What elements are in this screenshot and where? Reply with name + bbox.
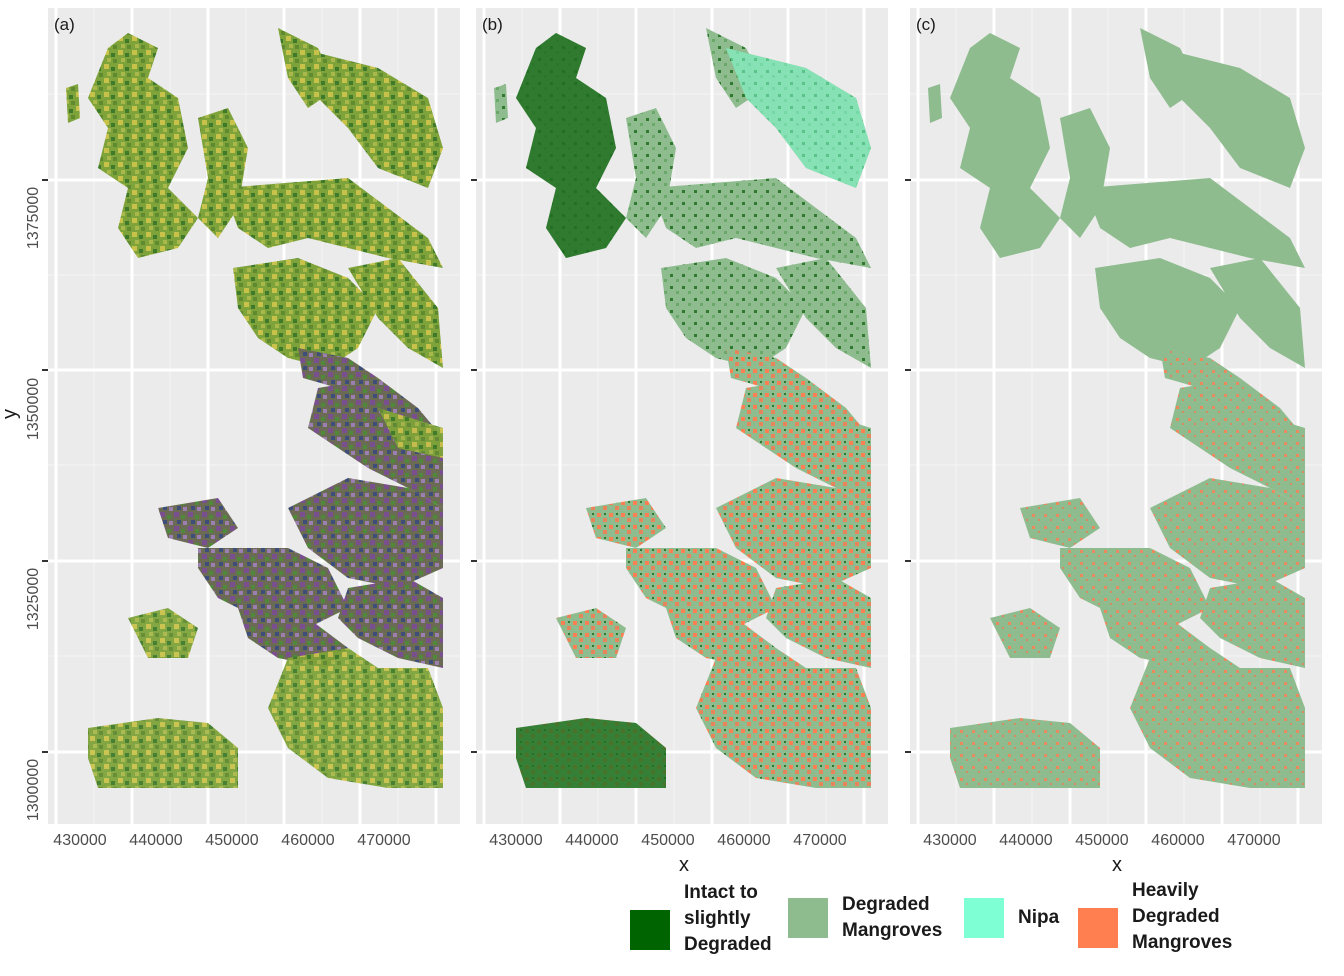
legend-item-degraded: Degraded Mangroves <box>788 892 942 944</box>
legend-item-heavily-degraded: Heavily Degraded Mangroves <box>1078 878 1232 956</box>
legend-swatch <box>788 898 828 938</box>
panel-label: (b) <box>482 15 503 34</box>
x-tick-label: 440000 <box>565 832 618 849</box>
legend-label: Degraded Mangroves <box>842 894 943 941</box>
x-axis-title: x <box>679 854 689 876</box>
x-tick-label: 460000 <box>281 832 334 849</box>
x-tick-label: 470000 <box>357 832 410 849</box>
legend-item-intact: Intact to slightly Degraded <box>630 880 772 958</box>
x-tick-label: 440000 <box>999 832 1052 849</box>
x-tick-label: 450000 <box>1075 832 1128 849</box>
panel-c-y-ticks <box>905 179 911 753</box>
x-tick-label: 430000 <box>53 832 106 849</box>
legend-item-nipa: Nipa <box>964 898 1059 938</box>
x-tick-label: 470000 <box>793 832 846 849</box>
y-tick-label: 1350000 <box>25 378 42 440</box>
x-tick-label: 470000 <box>1227 832 1280 849</box>
y-tick-label: 1300000 <box>25 759 42 821</box>
x-tick-label: 430000 <box>489 832 542 849</box>
y-axis: 1300000 1325000 1350000 1375000 y <box>0 179 48 821</box>
legend-label: Heavily Degraded Mangroves <box>1132 880 1233 953</box>
legend-swatch <box>630 910 670 950</box>
map-panel-a: (a) <box>48 8 460 824</box>
map-figure: (a) (b) <box>0 8 1322 876</box>
y-tick-label: 1375000 <box>25 187 42 249</box>
x-axis-b: 430000 440000 450000 460000 470000 x <box>489 832 846 876</box>
x-tick-label: 460000 <box>1151 832 1204 849</box>
x-tick-label: 460000 <box>717 832 770 849</box>
panel-label: (c) <box>916 15 936 34</box>
x-tick-label: 440000 <box>129 832 182 849</box>
x-tick-label: 450000 <box>205 832 258 849</box>
x-axis-title: x <box>1112 854 1122 876</box>
map-panel-b: (b) <box>476 8 888 824</box>
legend: Intact to slightly Degraded Degraded Man… <box>628 878 1344 976</box>
panel-b-y-ticks <box>471 179 477 753</box>
y-tick-label: 1325000 <box>25 568 42 630</box>
legend-swatch <box>1078 908 1118 948</box>
x-axis-c: 430000 440000 450000 460000 470000 x <box>923 832 1280 876</box>
legend-label: Nipa <box>1018 907 1060 928</box>
legend-label: Intact to slightly Degraded <box>684 882 772 955</box>
x-tick-label: 450000 <box>641 832 694 849</box>
y-axis-title: y <box>0 409 21 419</box>
panel-label: (a) <box>54 15 75 34</box>
mangrove-class-map <box>494 28 871 788</box>
map-panel-c: (c) <box>910 8 1322 824</box>
x-axis-a: 430000 440000 450000 460000 470000 <box>53 832 410 849</box>
legend-swatch <box>964 898 1004 938</box>
x-tick-label: 430000 <box>923 832 976 849</box>
